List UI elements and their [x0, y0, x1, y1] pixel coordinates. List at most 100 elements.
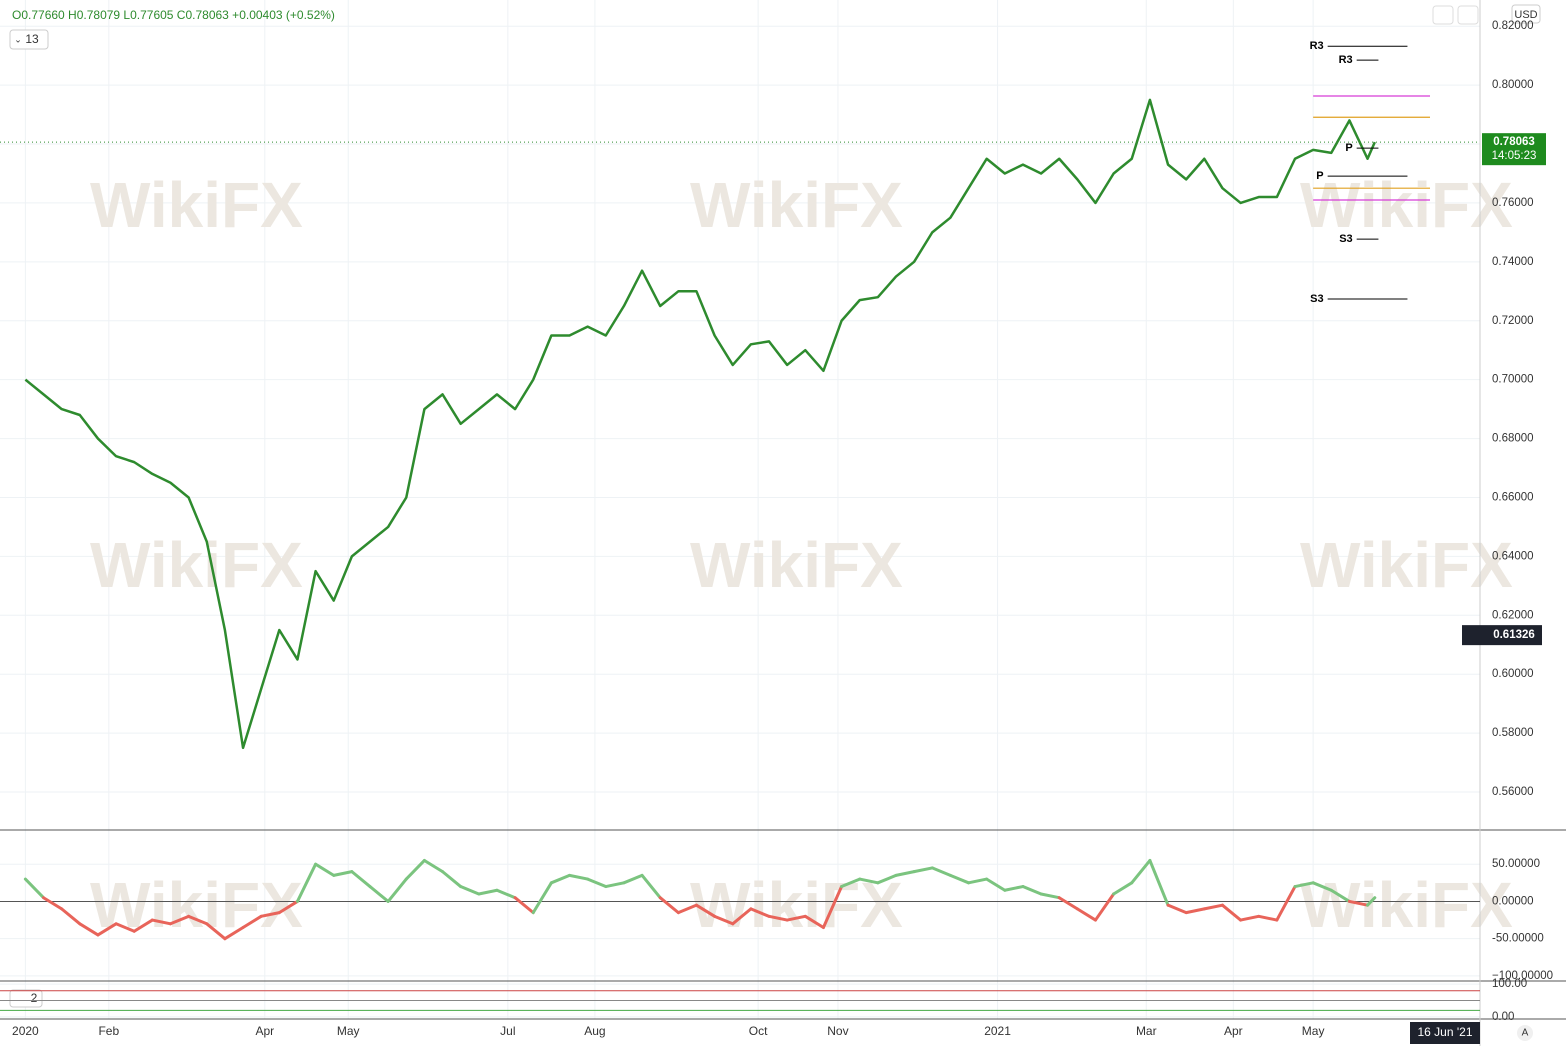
y-tick-label: 0.70000 — [1492, 374, 1534, 386]
watermark: WikiFX — [1300, 529, 1513, 601]
x-tick-label: Aug — [584, 1024, 605, 1038]
auto-button[interactable] — [1517, 1025, 1533, 1041]
osc-segment — [858, 877, 880, 885]
countdown: 14:05:23 — [1492, 150, 1537, 162]
y-tick-label: 0.68000 — [1492, 433, 1534, 445]
osc-segment — [1184, 907, 1206, 915]
osc-segment — [277, 899, 299, 915]
osc-segment — [386, 877, 408, 903]
x-tick-label: May — [1302, 1024, 1325, 1038]
osc-segment — [604, 881, 626, 889]
osc-segment — [1329, 888, 1351, 903]
x-tick-label: Apr — [255, 1024, 274, 1038]
osc-segment — [894, 870, 916, 877]
last-price-box — [1482, 133, 1546, 166]
y-tick-label: 0.64000 — [1492, 550, 1534, 562]
pivot-label: R3 — [1310, 40, 1324, 52]
watermark: WikiFX — [690, 869, 903, 941]
y-tick-label: 0.62000 — [1492, 609, 1534, 621]
osc-segment — [1239, 914, 1261, 922]
osc-segment — [96, 922, 118, 937]
x-tick-label: Mar — [1136, 1024, 1157, 1038]
cursor-price: 0.61326 — [1493, 629, 1535, 641]
osc-segment — [422, 858, 445, 874]
auto-label: A — [1522, 1028, 1529, 1039]
y-tick-label: 50.00000 — [1492, 858, 1540, 870]
osc-segment — [549, 873, 572, 885]
date-box — [1410, 1022, 1480, 1044]
osc-segment — [350, 870, 372, 889]
y-tick-label: 0.76000 — [1492, 197, 1534, 209]
osc-segment — [821, 885, 844, 930]
osc-segment — [1347, 899, 1370, 907]
x-tick-label: Apr — [1224, 1024, 1243, 1038]
osc-segment — [459, 885, 481, 896]
osc-segment — [1039, 892, 1061, 900]
osc-segment — [1075, 907, 1097, 922]
x-tick-label: Jul — [500, 1024, 515, 1038]
osc-segment — [114, 922, 136, 933]
y-tick-label: 0.58000 — [1492, 727, 1534, 739]
osc-segment — [23, 877, 46, 900]
y-tick-label: 0.56000 — [1492, 786, 1534, 798]
osc-segment — [259, 911, 281, 918]
currency-button[interactable] — [1511, 4, 1541, 24]
osc-segment — [767, 914, 789, 922]
x-tick-label: 2021 — [984, 1024, 1011, 1038]
osc-segment — [876, 873, 898, 885]
osc-segment — [568, 873, 590, 881]
date-label: 16 Jun '21 — [1417, 1025, 1472, 1039]
osc-segment — [1202, 903, 1224, 911]
maximize-button[interactable] — [1457, 5, 1479, 25]
osc-segment — [967, 877, 989, 885]
osc-segment — [985, 877, 1007, 892]
osc-segment — [658, 896, 680, 915]
pivot-label: P — [1345, 142, 1352, 154]
osc-segment — [785, 914, 807, 922]
pivot-label: P — [1316, 170, 1323, 182]
y-tick-label: 0.60000 — [1492, 668, 1534, 680]
osc-segment — [1093, 892, 1116, 922]
y-tick-label: 0.82000 — [1492, 20, 1534, 32]
osc-segment — [640, 873, 662, 900]
osc-segment — [60, 907, 82, 926]
osc-segment — [1130, 858, 1152, 885]
osc-segment — [676, 903, 698, 915]
osc-segment — [622, 873, 644, 885]
pane-button[interactable] — [9, 989, 43, 1008]
y-tick-label: −100.00000 — [1492, 970, 1553, 982]
osc-segment — [168, 914, 191, 926]
x-tick-label: 2020 — [12, 1024, 39, 1038]
osc-segment — [1311, 881, 1333, 892]
watermark: WikiFX — [690, 529, 903, 601]
cursor-price-box — [1462, 625, 1542, 646]
interval: 13 — [25, 32, 39, 46]
watermark: WikiFX — [90, 529, 303, 601]
osc-segment — [241, 914, 263, 930]
osc-segment — [731, 907, 753, 926]
osc-segment — [1220, 903, 1243, 922]
chevron: ⌄ — [14, 34, 22, 44]
x-tick-label: Nov — [827, 1024, 848, 1038]
y-tick-label: 0.80000 — [1492, 79, 1534, 91]
osc-segment — [223, 926, 245, 941]
watermark: WikiFX — [90, 169, 303, 241]
interval-button[interactable] — [9, 29, 49, 50]
osc-segment — [694, 903, 717, 918]
osc-segment — [205, 922, 227, 941]
osc-segment — [803, 914, 825, 930]
osc-segment — [1293, 881, 1315, 889]
ohlc-legend: O0.77660 H0.78079 L0.77605 C0.78063 +0.0… — [12, 8, 335, 22]
scroll-button[interactable] — [1432, 5, 1454, 25]
osc-segment — [404, 858, 426, 881]
osc-segment — [749, 907, 771, 918]
osc-segment — [1003, 885, 1025, 892]
osc-segment — [495, 888, 517, 900]
osc-segment — [187, 914, 209, 926]
x-tick-label: Feb — [98, 1024, 119, 1038]
osc-segment — [1275, 885, 1297, 922]
osc-segment — [295, 862, 318, 903]
x-tick-label: Oct — [749, 1024, 768, 1038]
